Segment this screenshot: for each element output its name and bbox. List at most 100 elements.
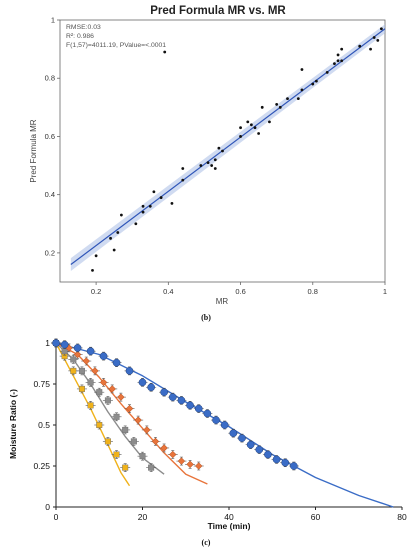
data-marker [238,434,246,442]
data-point [260,105,264,109]
x-axis-label-c: Time (min) [208,521,251,531]
data-point [372,36,376,39]
x-tick-label-c: 80 [397,512,407,522]
stat-r2: R²: 0.986 [66,33,94,40]
data-marker [229,429,238,438]
data-marker [281,458,290,467]
data-marker [220,421,229,429]
data-point [369,47,372,51]
stat-f: F(1,57)=4011.19, PValue=<.0001 [66,42,166,49]
data-point [253,126,257,130]
data-point [199,164,203,167]
data-point [141,210,145,214]
data-point [379,27,383,31]
data-point [112,248,116,252]
data-marker [168,393,177,401]
panel-b: Pred Formula MR vs. MR 0.2 0.4 0.6 0.8 10.20… [29,5,387,322]
data-point [278,105,282,109]
fit-line-path [70,28,386,266]
data-point [152,190,156,194]
data-point [325,71,329,74]
data-marker [113,451,120,458]
x-tick-label-c: 40 [224,512,234,522]
data-marker [122,426,129,433]
data-point [376,38,380,42]
series-fit-line [55,342,165,475]
data-marker [125,404,134,413]
data-point [239,135,242,138]
data-marker [134,416,142,424]
x-tick-label-b: 0.6 [235,287,245,296]
x-tick-label-c: 60 [311,512,321,522]
data-point [181,178,185,182]
data-point [300,88,304,92]
data-point [257,132,261,135]
data-point [91,268,94,272]
data-marker [186,460,194,469]
y-tick-label-b: 1 [51,16,55,25]
y-tick-label-c: 0.25 [33,461,50,471]
data-marker [60,340,69,349]
series-fit-line [55,342,208,485]
axes-c: 0 20 40 60 80 0 0.25 0.5 0.75 1 [33,338,407,522]
data-point [221,149,224,153]
x-tick-label-b: 0.4 [163,287,173,296]
data-marker [147,383,155,392]
data-marker [130,438,137,445]
data-marker [186,401,194,410]
data-point [336,59,340,63]
data-point [239,126,242,130]
y-tick-label-c: 0.75 [33,379,50,389]
confidence-band [70,24,385,271]
x-tick-label-b: 0.8 [308,287,318,296]
chart-title: Pred Formula MR vs. MR [150,5,286,17]
data-marker [99,378,108,387]
data-marker [91,367,99,375]
data-marker [177,396,186,405]
data-marker [96,422,103,429]
data-marker [52,339,60,347]
y-tick-label-b: 0.4 [45,190,55,199]
data-point [116,231,120,234]
x-tick-label-b: 1 [383,287,387,296]
data-marker [125,367,134,375]
data-point [275,103,279,106]
data-point [286,97,289,100]
caption-c: (c) [202,538,211,547]
data-point [119,213,123,217]
x-tick-label-b: 0.2 [91,287,101,296]
data-point [246,120,250,124]
y-tick-label-c: 1 [45,338,50,348]
data-point [141,204,145,208]
data-point [300,68,304,71]
stat-rmse: RMSE:0.03 [66,24,101,31]
series-points [51,338,299,472]
data-marker [143,426,151,434]
data-point [163,50,167,54]
data-marker [99,352,108,360]
data-marker [160,444,168,452]
data-point [217,146,221,150]
data-marker [290,462,298,470]
data-marker [194,462,203,470]
data-marker [108,385,116,393]
data-marker [113,413,120,420]
data-marker [246,440,255,449]
x-tick-label-c: 0 [54,512,59,522]
data-point [340,47,344,51]
data-point [148,204,152,208]
data-marker [264,450,272,459]
caption-b: (b) [201,313,211,322]
data-point [213,167,217,170]
data-marker [117,393,125,401]
data-marker [112,358,121,367]
data-marker [122,464,129,471]
panel-c: 0 20 40 60 80 0 0.25 0.5 0.75 1 Time (min) Moistu… [8,338,407,547]
data-point [94,254,98,258]
data-point [314,79,318,83]
y-axis-label-c: Moisture Ratio (-) [8,389,18,459]
data-marker [160,388,168,397]
data-point [109,236,112,240]
data-point [170,202,174,205]
